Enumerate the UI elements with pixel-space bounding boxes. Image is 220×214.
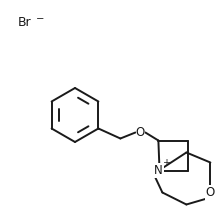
Text: O: O bbox=[136, 126, 145, 139]
Text: N: N bbox=[154, 164, 163, 177]
Text: Br: Br bbox=[18, 15, 32, 28]
Text: O: O bbox=[206, 186, 215, 199]
Text: +: + bbox=[163, 158, 171, 167]
Text: −: − bbox=[36, 14, 44, 24]
